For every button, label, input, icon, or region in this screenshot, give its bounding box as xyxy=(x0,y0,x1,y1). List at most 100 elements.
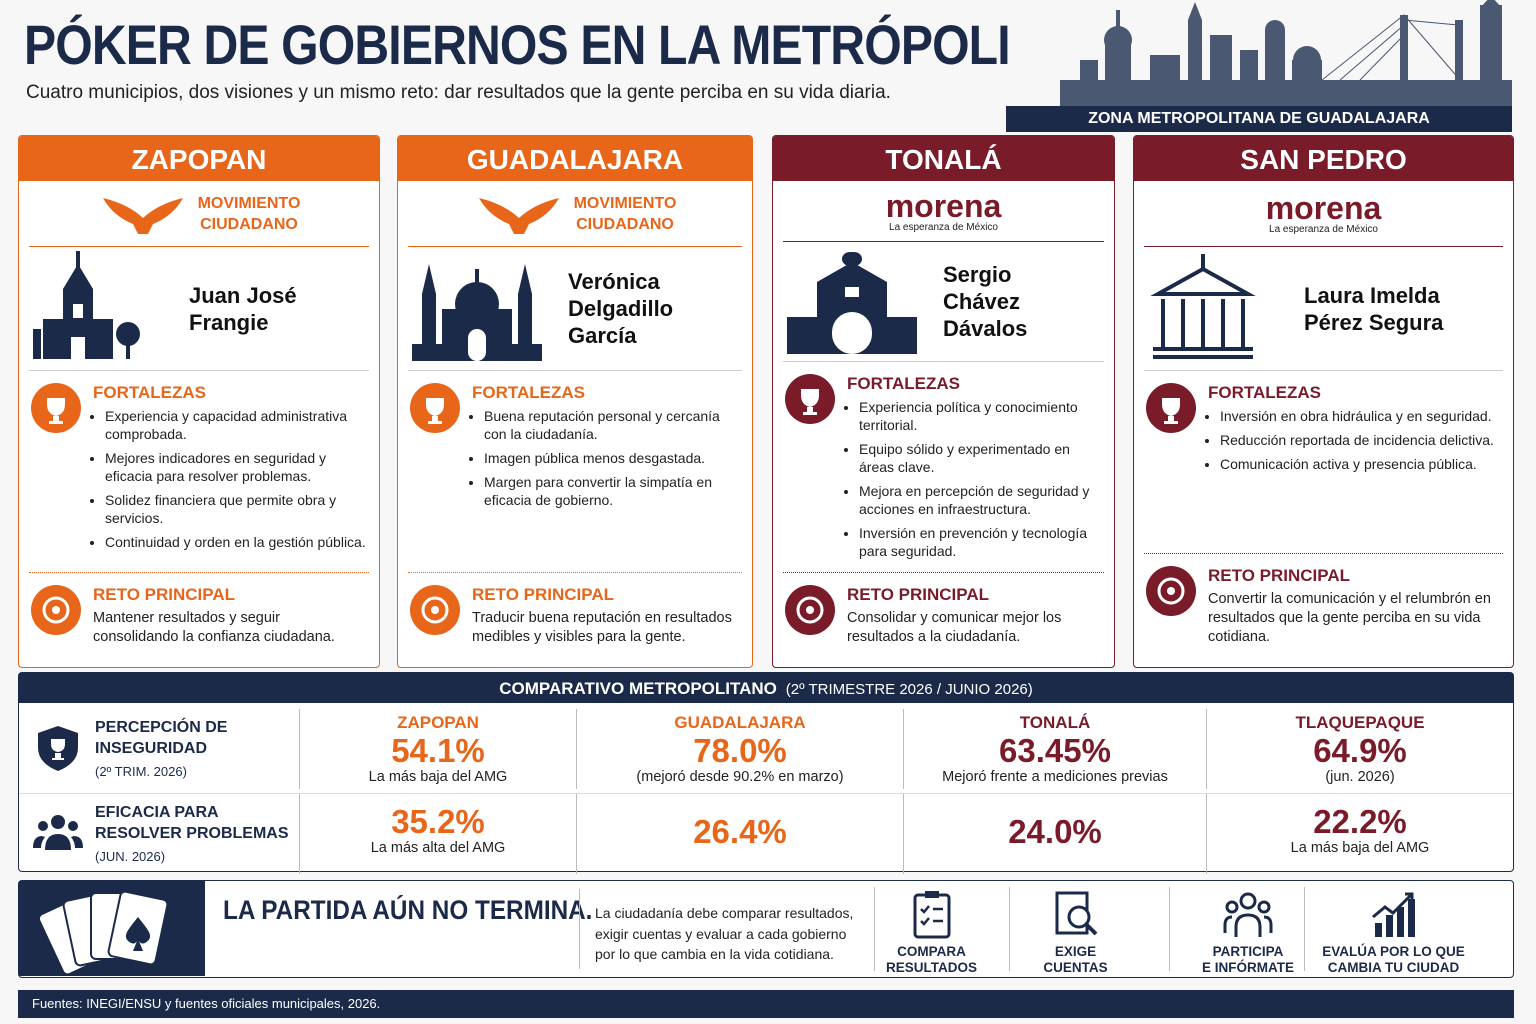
challenge-icon-svg xyxy=(31,585,81,635)
comparison-cell: TONALÁ 63.45% Mejoró frente a mediciones p… xyxy=(903,709,1206,789)
candidate-line: Laura Imelda xyxy=(1304,282,1440,308)
challenge-title: RETO PRINCIPAL xyxy=(847,585,989,604)
strength-item: Equipo sólido y experimentado en áreas c… xyxy=(859,440,1102,476)
strengths-icon xyxy=(410,383,460,566)
cell-value: 54.1% xyxy=(391,732,485,769)
party-bird-svg xyxy=(478,198,559,234)
strength-item: Margen para convertir la simpatía en efi… xyxy=(484,473,740,509)
strengths-icon-svg xyxy=(785,374,835,424)
action-icon xyxy=(1170,889,1326,944)
challenge-text: Traducir buena reputación en resultados … xyxy=(472,610,732,645)
challenge-body: RETO PRINCIPAL Mantener resultados y segu… xyxy=(93,585,367,647)
candidate-name: Laura Imelda Pérez Segura xyxy=(1304,282,1443,336)
row-icon-svg xyxy=(38,726,78,771)
landmark-icon-svg xyxy=(787,252,917,354)
challenge-body: RETO PRINCIPAL Convertir la comunicación … xyxy=(1208,566,1501,647)
comparison-cell: 24.0% xyxy=(903,794,1206,874)
comparison-row: EFICACIA PARA RESOLVER PROBLEMAS (JUN. 202… xyxy=(19,793,1513,874)
action-line: E INFÓRMATE xyxy=(1202,960,1294,975)
action-item: COMPARA RESULTADOS xyxy=(874,887,988,975)
challenge-section: RETO PRINCIPAL Traducir buena reputación … xyxy=(408,572,742,667)
row-label-line: RESOLVER PROBLEMAS xyxy=(95,825,289,842)
challenge-title: RETO PRINCIPAL xyxy=(93,585,235,604)
challenge-body: RETO PRINCIPAL Traducir buena reputación … xyxy=(472,585,740,647)
action-item: EXIGE CUENTAS xyxy=(1009,887,1141,975)
cell-note: La más baja del AMG xyxy=(1290,840,1430,856)
strength-item: Reducción reportada de incidencia delict… xyxy=(1220,431,1494,449)
cell-value: 22.2% xyxy=(1313,803,1407,840)
candidate-line: Sergio xyxy=(943,262,1012,287)
strength-item: Comunicación activa y presencia pública. xyxy=(1220,455,1494,473)
strength-item: Solidez financiera que permite obra y se… xyxy=(105,491,367,527)
row-label: PERCEPCIÓN DE INSEGURIDAD (2º TRIM. 2026) xyxy=(95,717,227,782)
candidate-line: Verónica xyxy=(568,269,660,294)
challenge-icon xyxy=(1146,566,1196,647)
party-line: CIUDADANO xyxy=(200,215,298,233)
action-label: COMPARA RESULTADOS xyxy=(875,944,988,976)
cell-note: (jun. 2026) xyxy=(1325,769,1395,785)
column-name: TLAQUEPAQUE xyxy=(1295,713,1425,732)
challenge-text: Mantener resultados y seguir consolidand… xyxy=(93,610,335,645)
candidate-block: Verónica Delgadillo García xyxy=(408,247,742,371)
strengths-icon-svg xyxy=(410,383,460,433)
party-line: morena xyxy=(885,187,1002,224)
comparison-cell: GUADALAJARA 78.0% (mejoró desde 90.2% en m… xyxy=(576,709,903,789)
action-line: CAMBIA TU CIUDAD xyxy=(1327,960,1460,975)
page-title: PÓKER DE GOBIERNOS EN LA METRÓPOLI xyxy=(24,13,1011,76)
candidate-line: Pérez Segura xyxy=(1304,309,1444,335)
sources: Fuentes: INEGI/ENSU y fuentes oficiales … xyxy=(18,990,1514,1018)
landmark-icon-svg xyxy=(412,264,542,361)
party-bird xyxy=(98,186,188,241)
strengths-title: FORTALEZAS xyxy=(93,383,207,402)
party-line: La esperanza de México xyxy=(1269,224,1378,235)
cell-value: 64.9% xyxy=(1313,732,1407,769)
candidate-block: Laura Imelda Pérez Segura xyxy=(1144,247,1503,371)
strength-item: Inversión en prevención y tecnología par… xyxy=(859,524,1102,560)
strength-item: Experiencia política y conocimiento terr… xyxy=(859,398,1102,434)
challenge-section: RETO PRINCIPAL Convertir la comunicación … xyxy=(1144,553,1503,667)
action-icon xyxy=(1010,889,1141,944)
cell-note: La más baja del AMG xyxy=(368,769,508,785)
column-name: ZAPOPAN xyxy=(397,713,479,732)
strength-item: Experiencia y capacidad administrativa c… xyxy=(105,407,367,443)
card-header: SAN PEDRO TLAQUEPAQUE xyxy=(1134,136,1513,222)
card-header: ZAPOPAN xyxy=(19,136,379,181)
strengths-section: FORTALEZAS Experiencia política y conocim… xyxy=(773,362,1114,572)
strengths-body: FORTALEZAS Inversión en obra hidráulica y… xyxy=(1208,383,1494,547)
cell-value: 26.4% xyxy=(693,813,787,850)
challenge-text: Convertir la comunicación y el relumbrón… xyxy=(1208,591,1491,645)
action-icon-svg xyxy=(1055,891,1097,936)
challenge-body: RETO PRINCIPAL Consolidar y comunicar mej… xyxy=(847,585,1102,647)
strengths-body: FORTALEZAS Experiencia y capacidad admini… xyxy=(93,383,367,566)
action-icon xyxy=(875,889,988,944)
row-label-line: EFICACIA PARA xyxy=(95,804,219,821)
strength-item: Inversión en obra hidráulica y en seguri… xyxy=(1220,407,1494,425)
challenge-title: RETO PRINCIPAL xyxy=(472,585,614,604)
strength-item: Continuidad y orden en la gestión públic… xyxy=(105,533,367,551)
candidate-line: Delgadillo García xyxy=(568,296,674,348)
landmark-icon xyxy=(33,249,163,368)
strengths-body: FORTALEZAS Buena reputación personal y ce… xyxy=(472,383,740,566)
party-name: MOVIMIENTO CIUDADANO xyxy=(574,193,677,235)
party-name: morena La esperanza de México xyxy=(1266,192,1382,235)
strengths-icon xyxy=(785,374,835,566)
party-line: MOVIMIENTO xyxy=(197,194,301,212)
row-label-line: PERCEPCIÓN DE xyxy=(95,719,228,736)
skyline xyxy=(1060,0,1512,106)
landmark-icon xyxy=(1148,249,1278,368)
comparison-table: COMPARATIVO METROPOLITANO (2º TRIMESTRE … xyxy=(18,672,1514,874)
card-header: GUADALAJARA xyxy=(398,136,752,181)
column-name: GUADALAJARA xyxy=(674,713,806,732)
column-name: TONALÁ xyxy=(1019,713,1091,732)
strengths-section: FORTALEZAS Experiencia y capacidad admini… xyxy=(19,371,379,572)
action-line: PARTICIPA xyxy=(1212,944,1284,959)
strength-item: Imagen pública menos desgastada. xyxy=(484,449,740,467)
party-bird xyxy=(474,186,564,241)
challenge-section: RETO PRINCIPAL Mantener resultados y segu… xyxy=(29,572,369,667)
action-line: CUENTAS xyxy=(1043,960,1108,975)
party-line: La esperanza de México xyxy=(889,221,998,233)
cell-note: La más alta del AMG xyxy=(370,840,506,856)
comparison-cell: 26.4% xyxy=(576,794,903,874)
candidate-line: Chávez Dávalos xyxy=(943,289,1028,341)
